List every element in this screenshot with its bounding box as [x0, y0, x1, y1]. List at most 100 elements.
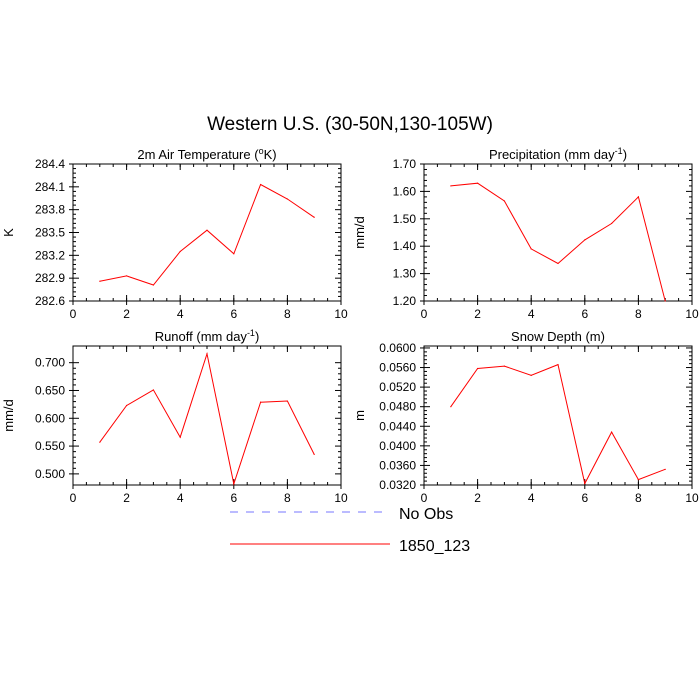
data-point-air-temperature [206, 229, 208, 231]
y-tick-label: 0.0480 [379, 400, 416, 414]
data-point-runoff [126, 404, 128, 407]
data-point-precipitation [611, 222, 613, 225]
x-tick-label: 4 [528, 307, 535, 321]
y-tick-label: 0.0400 [379, 439, 416, 453]
panel-title-precipitation: Precipitation (mm day-1) [489, 146, 627, 162]
legend: No Obs 1850_123 [230, 506, 470, 555]
y-tick-label: 0.500 [35, 467, 65, 481]
y-tick-label: 282.6 [35, 294, 65, 308]
x-tick-label: 10 [685, 307, 699, 321]
y-tick-label: 1.30 [393, 267, 417, 281]
x-tick-label: 6 [581, 491, 588, 505]
x-tick-label: 2 [123, 307, 130, 321]
panel-title-air-temperature: 2m Air Temperature (oK) [137, 146, 276, 162]
data-point-air-temperature [233, 253, 235, 255]
y-tick-label: 0.700 [35, 356, 65, 370]
panel-title-runoff: Runoff (mm day-1) [155, 328, 260, 344]
x-tick-label: 8 [635, 307, 642, 321]
y-tick-label: 0.0560 [379, 361, 416, 375]
x-tick-label: 8 [284, 491, 291, 505]
data-point-air-temperature [126, 275, 128, 277]
panel-air-temperature: 2m Air Temperature (oK) K 0 2 4 6 8 10 282.6 282.… [1, 146, 348, 321]
y-tick-label: 0.0320 [379, 478, 416, 492]
data-point-precipitation [477, 182, 479, 184]
data-point-runoff [206, 353, 208, 355]
y-axis-label-snow-depth: m [352, 410, 367, 421]
data-point-snow-depth [637, 479, 640, 481]
x-tick-label: 4 [528, 491, 535, 505]
data-point-precipitation [503, 200, 505, 202]
x-tick-label: 6 [581, 307, 588, 321]
data-point-runoff [313, 453, 315, 456]
figure-title: Western U.S. (30-50N,130-105W) [207, 114, 493, 135]
data-point-runoff [233, 483, 235, 485]
data-point-runoff [179, 436, 181, 438]
y-tick-label: 1.50 [393, 212, 417, 226]
x-tick-label: 0 [421, 307, 428, 321]
panels: 2m Air Temperature (oK) K 0 2 4 6 8 10 282.6 282.… [1, 146, 699, 505]
data-point-snow-depth [584, 482, 586, 485]
data-point-air-temperature [152, 284, 154, 286]
data-point-snow-depth [450, 406, 452, 408]
y-tick-label: 282.9 [35, 271, 65, 285]
y-tick-label: 0.0360 [379, 458, 416, 472]
x-tick-label: 4 [177, 307, 184, 321]
data-point-runoff [99, 441, 101, 443]
y-tick-label: 283.2 [35, 248, 65, 262]
data-point-air-temperature [179, 250, 181, 253]
series-line-air-temperature [99, 183, 315, 286]
legend-no-obs-label: No Obs [399, 506, 453, 523]
x-tick-label: 10 [685, 491, 699, 505]
panel-title-snow-depth: Snow Depth (m) [511, 329, 605, 344]
y-tick-label: 284.4 [35, 157, 65, 171]
data-point-snow-depth [557, 363, 559, 366]
legend-1850-123-label: 1850_123 [399, 538, 470, 555]
panel-runoff: Runoff (mm day-1) mm/d 0 2 4 6 8 10 0.500 0.550 0.… [1, 328, 348, 505]
x-tick-label: 0 [421, 491, 428, 505]
y-axis-label-precipitation: mm/d [352, 216, 367, 249]
data-point-precipitation [584, 239, 586, 241]
x-tick-label: 2 [123, 491, 130, 505]
y-tick-label: 1.20 [393, 294, 417, 308]
data-point-runoff [286, 400, 288, 402]
y-tick-label: 283.5 [35, 226, 65, 240]
x-tick-label: 8 [635, 491, 642, 505]
y-tick-label: 1.60 [393, 184, 417, 198]
series-line-snow-depth [450, 363, 666, 485]
y-tick-label: 0.550 [35, 439, 65, 453]
data-point-snow-depth [664, 468, 666, 470]
data-point-runoff [260, 401, 262, 403]
y-tick-label: 0.600 [35, 411, 65, 425]
x-tick-label: 10 [334, 491, 348, 505]
series-line-precipitation [450, 182, 666, 302]
plot-frame-runoff [72, 345, 342, 486]
data-point-runoff [152, 389, 154, 391]
y-tick-label: 1.40 [393, 239, 417, 253]
data-point-precipitation [450, 185, 452, 187]
data-point-precipitation [637, 196, 640, 198]
data-point-air-temperature [313, 216, 315, 218]
y-tick-label: 0.650 [35, 383, 65, 397]
y-tick-label: 1.70 [393, 157, 417, 171]
x-tick-label: 10 [334, 307, 348, 321]
data-point-air-temperature [99, 280, 101, 282]
x-tick-label: 6 [230, 491, 237, 505]
x-tick-label: 2 [474, 491, 481, 505]
y-axis-label-air-temperature: K [1, 228, 16, 237]
panel-snow-depth: Snow Depth (m) m 0 2 4 6 8 10 0.0320 0.0360 0.0400… [352, 329, 699, 505]
y-tick-label: 0.0440 [379, 419, 416, 433]
y-tick-label: 0.0520 [379, 380, 416, 394]
x-tick-label: 4 [177, 491, 184, 505]
panel-precipitation: Precipitation (mm day-1) mm/d 0 2 4 6 8 10 1.20 1… [352, 146, 699, 321]
data-point-air-temperature [286, 198, 288, 200]
y-tick-label: 284.1 [35, 180, 65, 194]
y-tick-label: 283.8 [35, 203, 65, 217]
plot-frame-air-temperature [72, 163, 342, 302]
data-point-snow-depth [503, 365, 505, 367]
x-tick-label: 0 [70, 491, 77, 505]
x-tick-label: 6 [230, 307, 237, 321]
y-axis-label-runoff: mm/d [1, 399, 16, 432]
x-tick-label: 0 [70, 307, 77, 321]
data-point-snow-depth [611, 431, 613, 433]
